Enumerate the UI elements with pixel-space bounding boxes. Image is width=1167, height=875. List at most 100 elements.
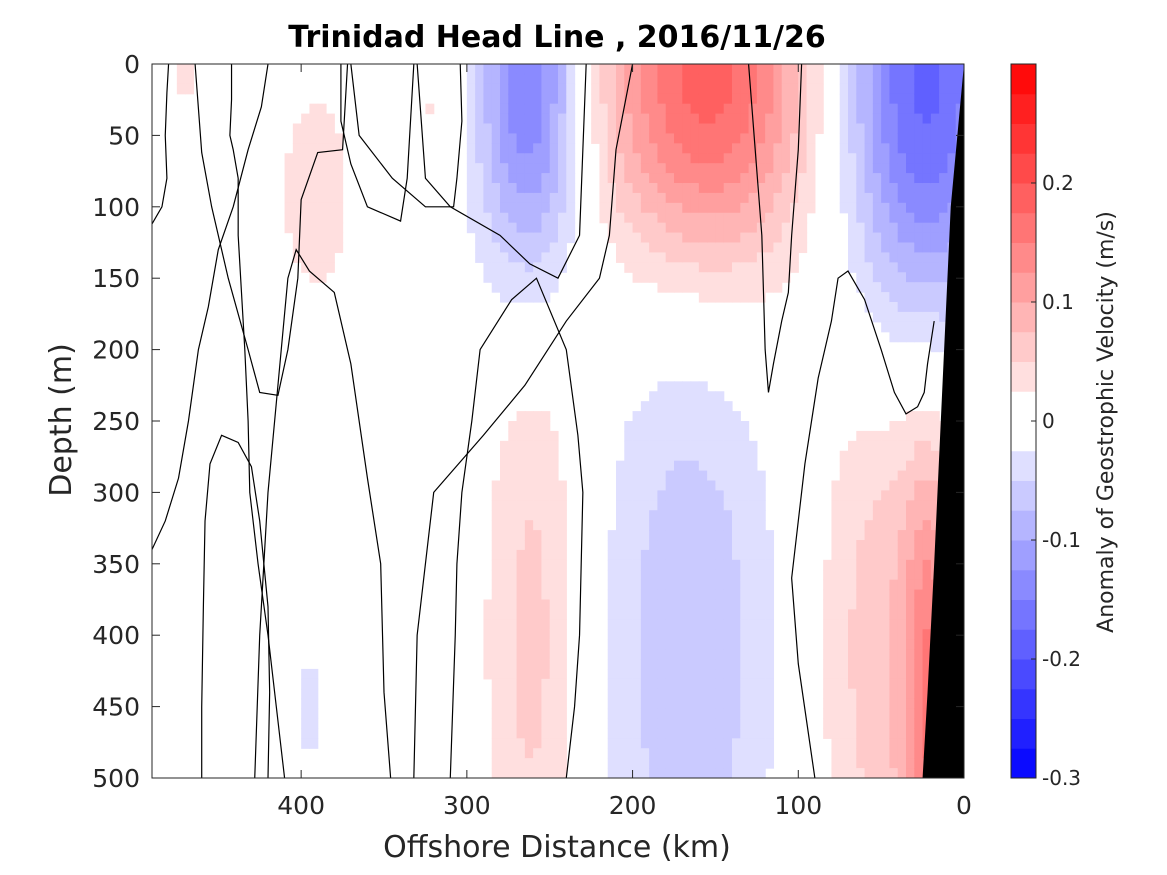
field-cell bbox=[500, 183, 509, 194]
field-cell bbox=[740, 629, 750, 640]
field-cell bbox=[748, 262, 758, 273]
field-cell bbox=[524, 510, 534, 521]
field-cell bbox=[475, 212, 485, 224]
field-cell bbox=[881, 440, 891, 452]
field-cell bbox=[524, 73, 534, 85]
field-cell bbox=[624, 133, 634, 144]
field-cell bbox=[541, 460, 551, 472]
field-cell bbox=[715, 768, 725, 778]
field-cell bbox=[922, 520, 932, 531]
field-cell bbox=[939, 173, 949, 184]
field-cell bbox=[872, 619, 882, 630]
field-cell bbox=[657, 222, 667, 234]
field-cell bbox=[309, 232, 319, 244]
field-cell bbox=[533, 64, 543, 75]
field-cell bbox=[326, 163, 335, 174]
field-cell bbox=[848, 222, 857, 234]
field-cell bbox=[922, 222, 932, 234]
field-cell bbox=[632, 421, 642, 432]
field-cell bbox=[881, 569, 891, 581]
field-cell bbox=[914, 83, 924, 95]
field-cell bbox=[301, 212, 311, 224]
field-cell bbox=[533, 133, 543, 144]
field-cell bbox=[607, 173, 617, 184]
field-cell bbox=[881, 490, 891, 501]
field-cell bbox=[516, 103, 526, 115]
field-cell bbox=[491, 688, 501, 700]
field-cell bbox=[632, 738, 642, 749]
field-cell bbox=[549, 530, 559, 541]
field-cell bbox=[698, 401, 708, 412]
field-cell bbox=[665, 748, 675, 759]
field-cell bbox=[674, 619, 683, 630]
field-cell bbox=[698, 470, 708, 482]
field-cell bbox=[947, 123, 957, 135]
field-cell bbox=[864, 599, 874, 611]
field-cell bbox=[922, 540, 932, 551]
field-cell bbox=[707, 93, 717, 105]
field-cell bbox=[508, 530, 518, 541]
field-cell bbox=[541, 659, 551, 670]
field-cell bbox=[566, 123, 576, 135]
field-cell bbox=[732, 549, 741, 561]
field-cell bbox=[756, 748, 766, 759]
field-cell bbox=[814, 73, 824, 85]
field-cell bbox=[715, 183, 725, 194]
field-cell bbox=[657, 639, 667, 650]
field-cell bbox=[723, 242, 733, 254]
field-cell bbox=[558, 559, 567, 571]
field-cell bbox=[500, 173, 509, 184]
field-cell bbox=[607, 768, 617, 778]
field-cell bbox=[914, 163, 924, 174]
field-cell bbox=[632, 242, 642, 254]
field-cell bbox=[715, 549, 725, 561]
field-cell bbox=[649, 192, 659, 204]
field-cell bbox=[748, 678, 758, 690]
field-cell bbox=[657, 540, 667, 551]
field-cell bbox=[674, 500, 683, 511]
field-cell bbox=[856, 212, 866, 224]
field-cell bbox=[682, 381, 692, 392]
field-cell bbox=[922, 331, 932, 343]
field-cell bbox=[674, 678, 683, 690]
field-cell bbox=[864, 450, 874, 462]
field-cell bbox=[732, 520, 741, 531]
field-cell bbox=[897, 599, 907, 611]
field-cell bbox=[500, 83, 509, 95]
field-cell bbox=[790, 252, 799, 263]
field-cell bbox=[748, 470, 758, 482]
field-cell bbox=[814, 64, 824, 75]
field-cell bbox=[524, 103, 534, 115]
field-cell bbox=[906, 668, 915, 680]
field-cell bbox=[516, 668, 526, 680]
field-cell bbox=[566, 232, 576, 244]
field-cell bbox=[939, 272, 949, 283]
field-cell bbox=[624, 192, 634, 204]
field-cell bbox=[831, 579, 841, 591]
field-cell bbox=[856, 153, 866, 164]
field-cell bbox=[930, 73, 940, 85]
field-cell bbox=[524, 440, 534, 452]
field-cell bbox=[541, 708, 551, 720]
field-cell bbox=[533, 728, 543, 739]
field-cell bbox=[856, 549, 866, 561]
field-cell bbox=[707, 639, 717, 650]
field-cell bbox=[715, 242, 725, 254]
field-cell bbox=[524, 113, 534, 125]
field-cell bbox=[897, 510, 907, 521]
field-cell bbox=[914, 292, 924, 303]
field-cell bbox=[947, 173, 957, 184]
field-cell bbox=[640, 728, 650, 739]
field-cell bbox=[814, 113, 824, 125]
field-cell bbox=[707, 490, 717, 501]
field-cell bbox=[707, 629, 717, 640]
field-cell bbox=[715, 64, 725, 75]
field-cell bbox=[491, 659, 501, 670]
field-cell bbox=[682, 619, 692, 630]
field-cell bbox=[930, 262, 940, 273]
field-cell bbox=[549, 64, 559, 75]
field-cell bbox=[640, 758, 650, 769]
field-cell bbox=[914, 728, 924, 739]
field-cell bbox=[748, 530, 758, 541]
field-cell bbox=[823, 639, 833, 650]
